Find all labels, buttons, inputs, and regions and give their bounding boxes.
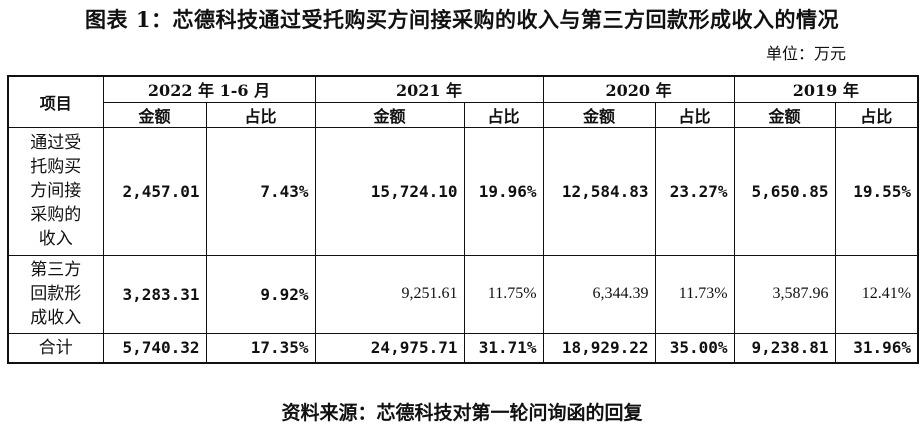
amount-header: 金额 [314, 101, 465, 128]
amount-cell: 5,650.85 [733, 126, 836, 256]
ratio-cell: 12.41% [834, 254, 919, 334]
amount-cell: 15,724.10 [314, 126, 465, 256]
ratio-cell: 19.96% [463, 126, 544, 256]
amount-cell: 12,584.83 [542, 126, 656, 256]
amount-cell: 24,975.71 [314, 332, 465, 363]
source-note: 资料来源：芯德科技对第一轮问询函的回复 [281, 402, 643, 424]
header-row-metrics: 金额 占比 金额 占比 金额 占比 金额 占比 [8, 101, 919, 128]
amount-cell: 2,457.01 [102, 126, 207, 256]
row-label: 第三方 回款形 成收入 [7, 254, 104, 334]
amount-cell: 3,587.96 [733, 254, 836, 334]
ratio-header: 占比 [834, 101, 919, 128]
amount-cell: 9,251.61 [314, 254, 465, 334]
ratio-cell: 31.96% [834, 332, 919, 363]
amount-cell: 3,283.31 [102, 254, 207, 334]
amount-cell: 18,929.22 [542, 332, 656, 363]
ratio-header: 占比 [205, 101, 316, 128]
ratio-header: 占比 [463, 101, 544, 128]
table-row-total: 合计 5,740.32 17.35% 24,975.71 31.71% 18,9… [7, 332, 919, 363]
table-row: 通过受 托购买 方间接 采购的 收入 2,457.01 7.43% 15,724… [7, 126, 919, 256]
period-header: 2019 年 [733, 75, 919, 103]
ratio-cell: 35.00% [654, 332, 735, 363]
period-header: 2022 年 1-6 月 [102, 75, 316, 103]
item-header: 项目 [7, 75, 104, 128]
ratio-cell: 7.43% [205, 126, 316, 256]
ratio-cell: 11.73% [654, 254, 735, 334]
row-label: 通过受 托购买 方间接 采购的 收入 [7, 126, 104, 256]
unit-label: 单位：万元 [765, 44, 846, 63]
ratio-cell: 17.35% [205, 332, 316, 363]
amount-cell: 5,740.32 [102, 332, 207, 363]
amount-header: 金额 [733, 101, 836, 128]
figure-title: 图表 1：芯德科技通过受托购买方间接采购的收入与第三方回款形成收入的情况 [85, 7, 839, 32]
period-header: 2021 年 [314, 75, 544, 103]
ratio-cell: 9.92% [205, 254, 316, 334]
amount-cell: 9,238.81 [733, 332, 836, 363]
data-table: 项目 2022 年 1-6 月 2021 年 2020 年 2019 年 金额 … [7, 75, 920, 364]
ratio-cell: 19.55% [834, 126, 919, 256]
header-row-periods: 项目 2022 年 1-6 月 2021 年 2020 年 2019 年 [7, 75, 919, 128]
amount-header: 金额 [102, 101, 207, 128]
ratio-header: 占比 [654, 101, 735, 128]
amount-header: 金额 [542, 101, 656, 128]
table-row: 第三方 回款形 成收入 3,283.31 9.92% 9,251.61 11.7… [7, 254, 919, 334]
row-label: 合计 [7, 332, 104, 363]
ratio-cell: 11.75% [463, 254, 544, 334]
period-header: 2020 年 [542, 75, 735, 103]
ratio-cell: 31.71% [463, 332, 544, 363]
ratio-cell: 23.27% [654, 126, 735, 256]
amount-cell: 6,344.39 [542, 254, 656, 334]
